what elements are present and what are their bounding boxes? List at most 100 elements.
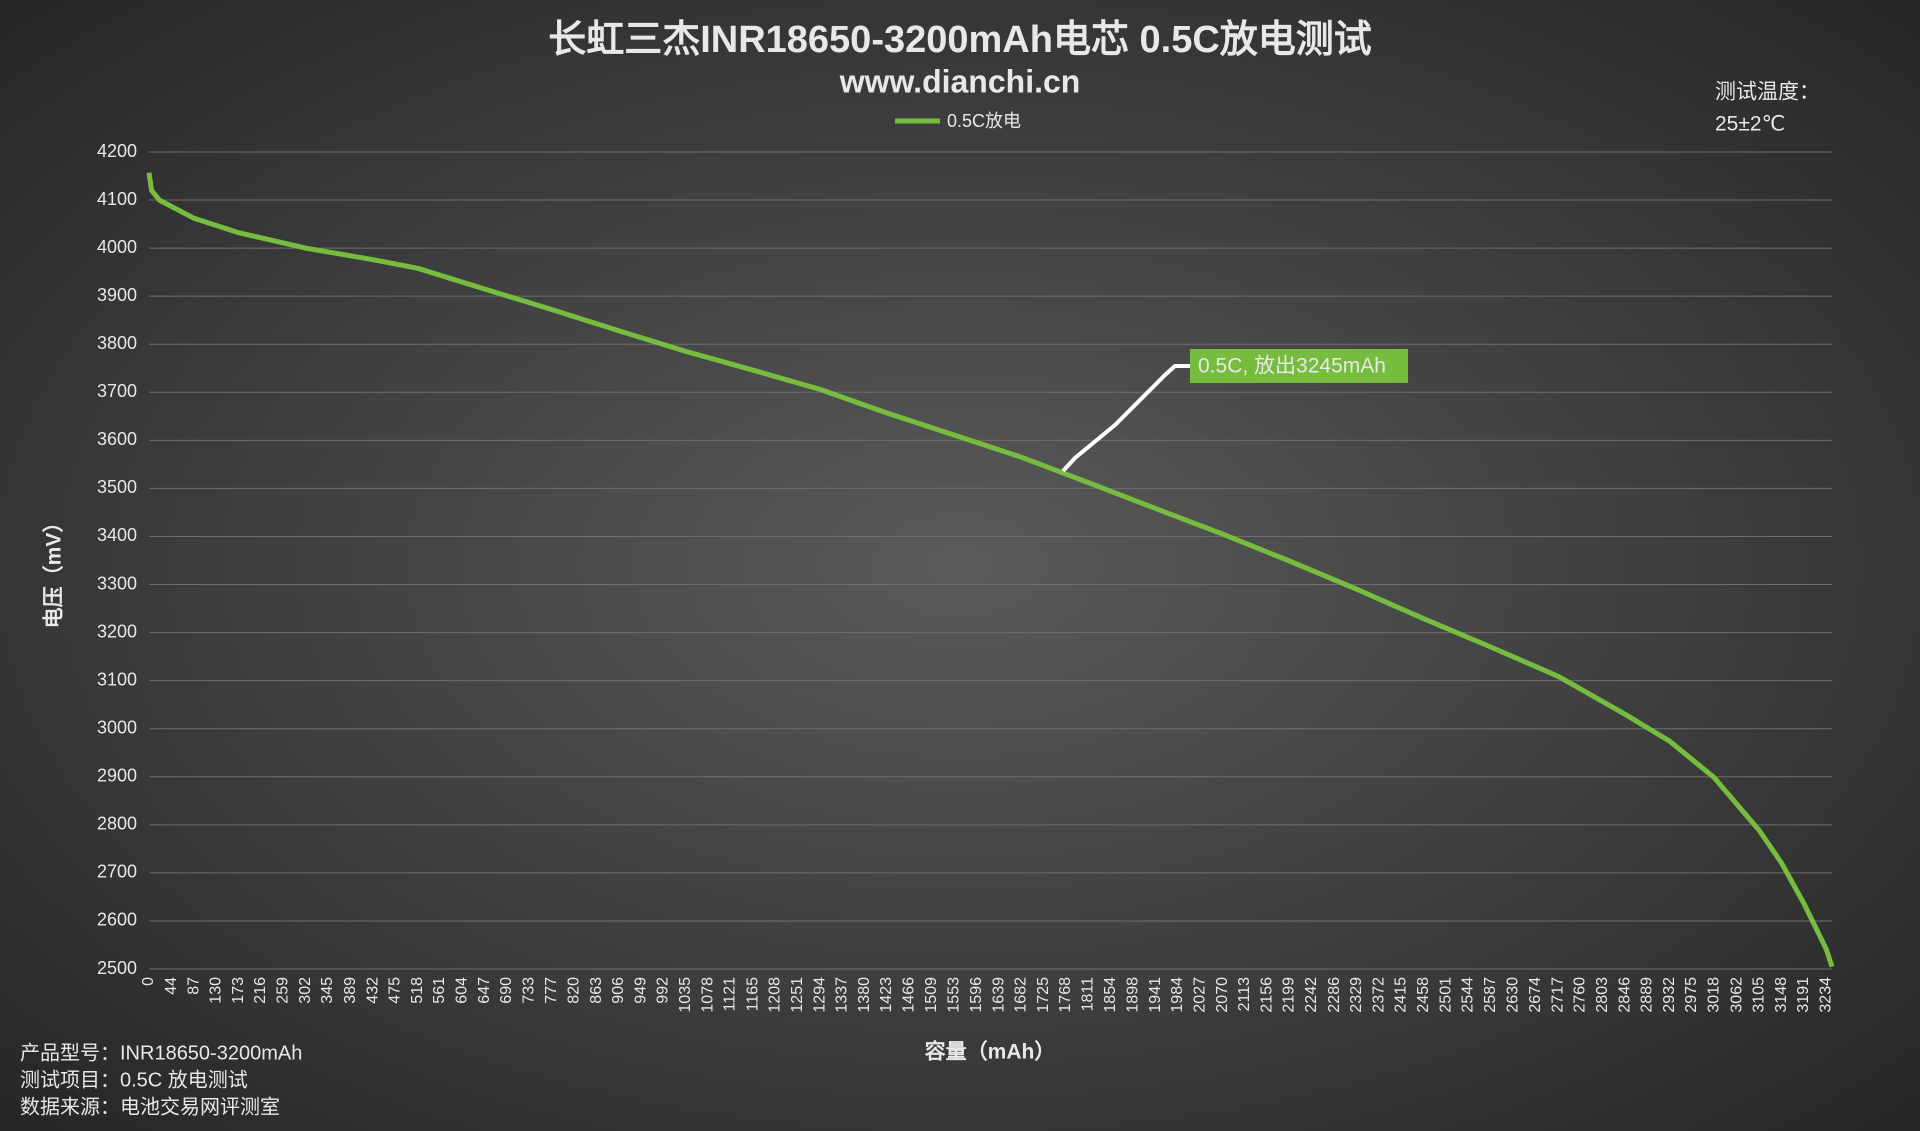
x-tick-label: 2458 <box>1415 977 1432 1013</box>
x-tick-label: 1423 <box>878 977 895 1013</box>
note: 数据来源：电池交易网评测室 <box>20 1095 280 1118</box>
x-tick-label: 2329 <box>1348 977 1365 1013</box>
x-tick-label: 389 <box>342 977 359 1004</box>
y-tick-label: 4000 <box>97 237 137 257</box>
x-tick-label: 2199 <box>1281 977 1298 1013</box>
x-tick-label: 690 <box>498 977 515 1004</box>
chart-subtitle: www.dianchi.cn <box>839 63 1081 99</box>
x-tick-label: 518 <box>409 977 426 1004</box>
x-tick-label: 2587 <box>1482 977 1499 1013</box>
y-tick-label: 4200 <box>97 141 137 161</box>
x-tick-label: 1208 <box>767 977 784 1013</box>
y-tick-label: 3000 <box>97 717 137 737</box>
x-tick-label: 777 <box>543 977 560 1004</box>
y-tick-label: 4100 <box>97 189 137 209</box>
chart-title: 长虹三杰INR18650-3200mAh电芯 0.5C放电测试 <box>548 19 1372 61</box>
x-tick-label: 2113 <box>1236 977 1253 1012</box>
x-tick-label: 1682 <box>1013 977 1030 1013</box>
y-tick-label: 3600 <box>97 429 137 449</box>
x-tick-label: 302 <box>297 977 314 1004</box>
x-tick-label: 2286 <box>1326 977 1343 1013</box>
note: 测试项目：0.5C 放电测试 <box>20 1068 248 1091</box>
x-tick-label: 1165 <box>744 977 761 1012</box>
x-tick-label: 1509 <box>923 977 940 1013</box>
x-tick-label: 2975 <box>1683 977 1700 1013</box>
x-tick-label: 345 <box>319 977 336 1004</box>
y-tick-label: 2600 <box>97 910 137 930</box>
x-tick-label: 2846 <box>1616 977 1633 1013</box>
x-tick-label: 1466 <box>901 977 918 1013</box>
x-tick-label: 2674 <box>1527 977 1544 1013</box>
x-tick-label: 1035 <box>677 977 694 1013</box>
x-tick-label: 561 <box>431 977 448 1004</box>
x-tick-label: 44 <box>163 977 180 995</box>
x-tick-label: 1078 <box>699 977 716 1013</box>
x-tick-label: 2501 <box>1437 977 1454 1013</box>
x-tick-label: 1941 <box>1147 977 1164 1013</box>
x-tick-label: 216 <box>252 977 269 1004</box>
x-tick-label: 1251 <box>789 977 806 1013</box>
legend-label: 0.5C放电 <box>947 111 1021 131</box>
annotation-pointer <box>1061 364 1190 473</box>
y-tick-label: 2700 <box>97 862 137 882</box>
x-tick-label: 3191 <box>1795 977 1812 1013</box>
data-line <box>146 172 1835 968</box>
x-tick-label: 2070 <box>1214 977 1231 1013</box>
x-tick-label: 2630 <box>1504 977 1521 1013</box>
x-tick-label: 863 <box>588 977 605 1004</box>
x-tick-label: 1984 <box>1169 977 1186 1013</box>
x-tick-label: 1725 <box>1035 977 1052 1013</box>
x-tick-label: 1898 <box>1125 977 1142 1013</box>
x-tick-label: 906 <box>610 977 627 1004</box>
x-tick-label: 2932 <box>1661 977 1678 1013</box>
x-tick-label: 949 <box>632 977 649 1004</box>
x-tick-label: 1121 <box>722 977 739 1012</box>
y-tick-label: 3300 <box>97 573 137 593</box>
temperature: 25±2℃ <box>1715 113 1785 136</box>
x-tick-label: 432 <box>364 977 381 1004</box>
y-tick-label: 2900 <box>97 766 137 786</box>
y-axis-label: 电压（mV） <box>42 512 66 629</box>
x-tick-label: 1854 <box>1102 977 1119 1013</box>
annotation-box <box>1190 349 1408 383</box>
x-tick-label: 2372 <box>1370 977 1387 1013</box>
x-tick-label: 3018 <box>1705 977 1722 1013</box>
x-tick-label: 3062 <box>1728 977 1745 1013</box>
x-tick-label: 1337 <box>834 977 851 1013</box>
temperature-label: 测试温度： <box>1715 81 1820 104</box>
x-tick-label: 2803 <box>1594 977 1611 1013</box>
x-tick-label: 173 <box>230 977 247 1004</box>
x-tick-label: 2889 <box>1639 977 1656 1013</box>
x-tick-label: 733 <box>520 977 537 1004</box>
x-tick-label: 87 <box>185 977 202 995</box>
x-tick-label: 992 <box>655 977 672 1004</box>
x-tick-label: 1639 <box>990 977 1007 1013</box>
x-tick-label: 2717 <box>1549 977 1566 1013</box>
note: 产品型号：INR18650-3200mAh <box>20 1041 302 1064</box>
x-tick-label: 130 <box>208 977 225 1004</box>
x-tick-label: 2242 <box>1303 977 1320 1013</box>
plot: 2500 2600 2700 2800 2900 3000 3100 3200 3300 3400… <box>97 141 1835 1013</box>
annotation: 0.5C, 放出3245mAh <box>1198 355 1386 378</box>
x-tick-label: 1596 <box>968 977 985 1013</box>
y-tick-label: 3800 <box>97 333 137 353</box>
x-tick-label: 0 <box>140 977 157 986</box>
x-tick-label: 2156 <box>1258 977 1275 1013</box>
y-tick-label: 2500 <box>97 958 137 978</box>
y-tick-label: 3100 <box>97 669 137 689</box>
x-axis-label: 容量（mAh） <box>925 1040 1056 1064</box>
x-tick-label: 1811 <box>1079 977 1096 1012</box>
x-tick-label: 1380 <box>856 977 873 1013</box>
x-tick-label: 647 <box>476 977 493 1004</box>
x-tick-label: 820 <box>566 977 583 1004</box>
x-tick-label: 3105 <box>1751 977 1768 1013</box>
x-tick-label: 1768 <box>1057 977 1074 1013</box>
y-tick-label: 3200 <box>97 621 137 641</box>
y-tick-label: 3500 <box>97 477 137 497</box>
x-tick-label: 2544 <box>1460 977 1477 1013</box>
x-tick-label: 1553 <box>946 977 963 1013</box>
y-tick-label: 3700 <box>97 381 137 401</box>
x-tick-label: 604 <box>453 977 470 1004</box>
